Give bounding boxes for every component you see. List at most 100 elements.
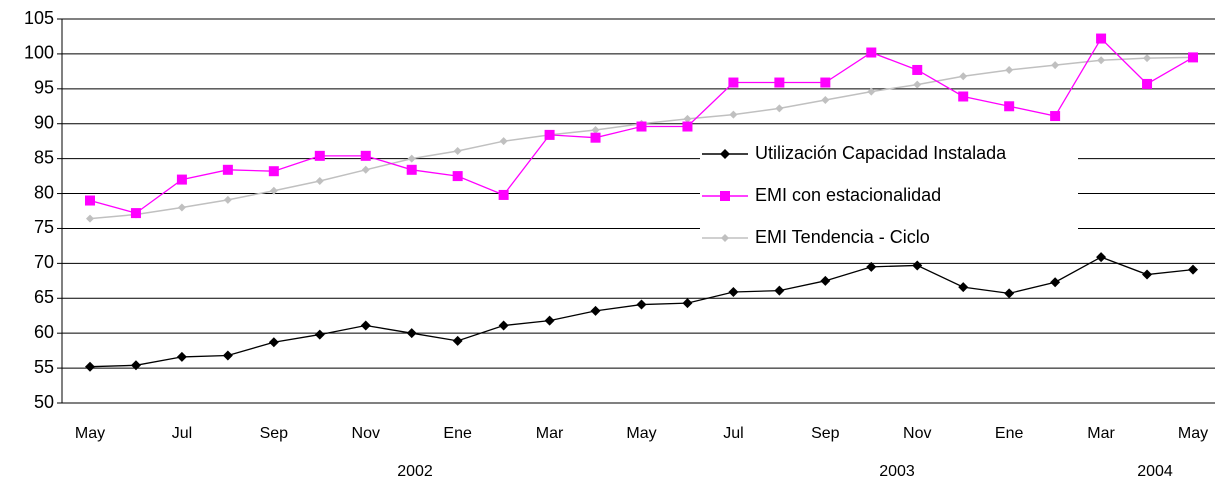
data-point [821,95,830,104]
legend: Utilización Capacidad Instalada EMI con e… [700,138,1078,260]
y-tick-label: 90 [34,112,54,132]
data-point [958,282,969,293]
y-tick-label: 85 [34,147,54,167]
x-tick-label: May [75,425,105,442]
data-point [1005,65,1014,74]
data-point [498,320,509,331]
data-point [130,360,141,371]
legend-label: EMI con estacionalidad [755,185,941,205]
legend-box [700,138,1078,260]
data-point [1096,33,1107,44]
x-tick-label: Ene [995,425,1024,442]
data-point [315,176,324,185]
series-line [89,256,1194,368]
data-point [1142,78,1153,89]
data-point [820,77,831,88]
data-point [85,195,95,206]
data-point [406,328,417,339]
y-tick-label: 75 [34,217,54,237]
data-point [499,137,508,146]
data-point [636,121,647,132]
x-tick-label: Sep [811,425,840,442]
x-group-label: 2002 [397,463,433,480]
x-tick-label: May [626,425,656,442]
data-point [314,329,325,340]
data-point [867,87,876,96]
data-point [544,315,555,326]
legend-swatch-marker [720,149,730,159]
x-group-label: 2003 [879,463,915,480]
data-point [682,121,693,132]
y-tick-label: 65 [34,287,54,307]
data-point [682,298,693,309]
data-point [866,261,877,272]
data-point [86,214,94,223]
data-point [452,335,463,346]
data-point [360,150,371,161]
data-point [222,164,233,175]
data-point [866,47,877,58]
data-point [590,132,601,143]
data-point [683,114,692,123]
data-point [729,110,738,119]
y-tick-label: 70 [34,252,54,272]
data-point [820,275,831,286]
x-group-label: 2004 [1137,463,1173,480]
data-point [177,203,186,212]
data-point [774,285,785,296]
data-point [1097,56,1106,65]
x-tick-label: Mar [536,425,564,442]
data-point [1143,54,1152,63]
data-point [314,150,325,161]
data-point [1188,264,1198,275]
data-point [176,351,187,362]
x-tick-label: Mar [1087,425,1115,442]
data-point [406,164,417,175]
data-point [1142,269,1153,280]
y-tick-label: 80 [34,182,54,202]
data-point [728,286,739,297]
y-tick-label: 55 [34,357,54,377]
data-point [498,189,509,200]
data-point [453,146,462,155]
data-point [775,104,784,113]
data-point [1004,288,1015,299]
legend-label: EMI Tendencia - Ciclo [755,227,930,247]
data-point [85,361,95,372]
data-point [407,154,416,163]
data-point [360,320,371,331]
data-point [591,126,600,135]
data-point [269,186,278,195]
x-tick-label: Sep [260,425,289,442]
x-tick-label: Nov [903,425,931,442]
data-point [222,350,233,361]
data-point [590,305,601,316]
y-tick-label: 60 [34,322,54,342]
data-point [268,337,279,348]
data-point [913,80,922,89]
y-tick-label: 50 [34,392,54,412]
data-point [1188,52,1198,63]
x-tick-label: Jul [172,425,192,442]
legend-swatch-marker [721,234,729,242]
data-point [361,165,370,174]
data-point [1050,111,1061,122]
data-point [912,64,923,75]
data-point [636,299,647,310]
y-tick-label: 100 [24,43,54,63]
data-point [268,166,279,177]
data-point [958,91,969,102]
data-point [1051,61,1060,70]
data-point [728,77,739,88]
data-point [774,77,785,88]
y-tick-label: 95 [34,78,54,98]
data-point [1050,277,1061,288]
data-point [176,174,187,185]
data-point [130,208,141,219]
data-point [223,195,232,204]
data-point [912,260,923,271]
data-point [1004,101,1015,112]
data-point [544,129,555,140]
data-point [959,72,968,81]
